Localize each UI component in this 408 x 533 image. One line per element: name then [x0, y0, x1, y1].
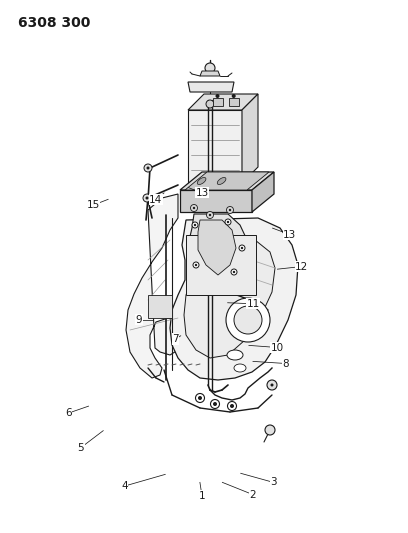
Circle shape	[227, 221, 229, 223]
Polygon shape	[213, 98, 222, 106]
Text: 6308 300: 6308 300	[18, 16, 91, 30]
Polygon shape	[184, 240, 275, 358]
Circle shape	[146, 197, 149, 199]
Circle shape	[209, 214, 211, 216]
Text: 3: 3	[270, 478, 277, 487]
Circle shape	[229, 209, 231, 211]
Polygon shape	[252, 172, 274, 212]
Text: 10: 10	[271, 343, 284, 352]
Polygon shape	[198, 220, 236, 275]
Text: 9: 9	[135, 315, 142, 325]
Circle shape	[198, 396, 202, 400]
Text: 15: 15	[86, 200, 100, 210]
Circle shape	[234, 306, 262, 334]
Circle shape	[267, 380, 277, 390]
Circle shape	[146, 166, 149, 169]
Text: 2: 2	[250, 490, 256, 499]
Polygon shape	[188, 82, 234, 92]
Circle shape	[271, 384, 273, 386]
Polygon shape	[170, 218, 298, 380]
Circle shape	[226, 206, 233, 214]
Circle shape	[230, 404, 234, 408]
Circle shape	[206, 212, 213, 219]
Circle shape	[231, 269, 237, 275]
Circle shape	[191, 205, 197, 212]
Text: 7: 7	[172, 334, 179, 344]
Circle shape	[225, 219, 231, 225]
Circle shape	[211, 400, 220, 408]
Circle shape	[206, 100, 214, 108]
Circle shape	[215, 94, 220, 98]
Circle shape	[228, 401, 237, 410]
Polygon shape	[242, 94, 258, 183]
Text: 8: 8	[282, 359, 289, 368]
Text: 6: 6	[65, 408, 72, 418]
Text: 1: 1	[199, 491, 205, 500]
Circle shape	[239, 245, 245, 251]
Polygon shape	[180, 172, 274, 190]
Text: 4: 4	[121, 481, 128, 491]
Polygon shape	[180, 190, 252, 212]
Circle shape	[195, 393, 204, 402]
Circle shape	[192, 222, 198, 228]
Polygon shape	[188, 110, 242, 183]
Polygon shape	[188, 214, 248, 285]
Text: 5: 5	[78, 443, 84, 453]
Circle shape	[233, 271, 235, 273]
Circle shape	[195, 264, 197, 266]
Circle shape	[193, 262, 199, 268]
Circle shape	[205, 63, 215, 73]
Ellipse shape	[197, 177, 206, 184]
Circle shape	[232, 94, 236, 98]
Circle shape	[194, 224, 196, 226]
Circle shape	[144, 164, 152, 172]
Polygon shape	[200, 71, 220, 76]
Polygon shape	[185, 172, 269, 190]
Circle shape	[226, 298, 270, 342]
Text: 11: 11	[246, 299, 259, 309]
Circle shape	[193, 207, 195, 209]
Text: 14: 14	[149, 195, 162, 205]
Polygon shape	[188, 94, 258, 110]
Circle shape	[241, 247, 243, 249]
Text: 12: 12	[295, 262, 308, 271]
Polygon shape	[186, 235, 256, 295]
Circle shape	[265, 425, 275, 435]
Ellipse shape	[227, 350, 243, 360]
Circle shape	[213, 402, 217, 406]
Polygon shape	[126, 194, 182, 378]
Text: 13: 13	[195, 188, 208, 198]
Polygon shape	[229, 98, 239, 106]
Polygon shape	[148, 295, 172, 318]
Text: 13: 13	[283, 230, 296, 239]
Ellipse shape	[217, 177, 226, 184]
Circle shape	[143, 194, 151, 202]
Ellipse shape	[234, 364, 246, 372]
